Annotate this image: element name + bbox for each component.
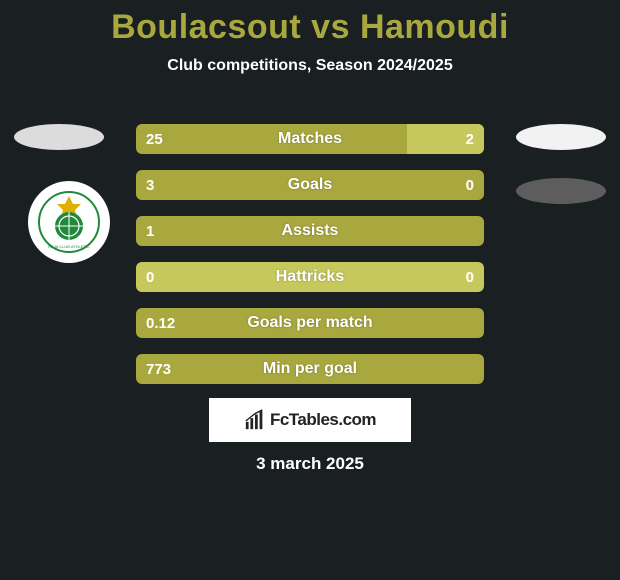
fctables-logo: FcTables.com [209, 398, 411, 442]
player1-placeholder-top [14, 124, 104, 150]
stat-bar-value-right: 2 [466, 124, 474, 154]
logo-text: FcTables.com [270, 410, 376, 430]
player2-placeholder-bottom [516, 178, 606, 204]
stat-bar-value-left: 0.12 [146, 308, 175, 338]
stat-bar: Goals3 0 [136, 170, 484, 200]
stat-bar-label: Assists [136, 216, 484, 246]
stat-bar-label: Min per goal [136, 354, 484, 384]
stat-bar: Hattricks0 0 [136, 262, 484, 292]
stat-bar-value-left: 773 [146, 354, 171, 384]
svg-text:RAJA CLUB ATHLETIC: RAJA CLUB ATHLETIC [48, 244, 90, 249]
stat-bar: Min per goal773 [136, 354, 484, 384]
stat-bar-value-left: 0 [146, 262, 154, 292]
stat-bar-value-right: 0 [466, 170, 474, 200]
stat-bar-value-right: 0 [466, 262, 474, 292]
stat-bar-label: Goals [136, 170, 484, 200]
club-badge-icon: RAJA CLUB ATHLETIC [28, 181, 110, 263]
subtitle: Club competitions, Season 2024/2025 [0, 57, 620, 75]
date-label: 3 march 2025 [0, 454, 620, 474]
player2-placeholder-top [516, 124, 606, 150]
stat-bar-label: Goals per match [136, 308, 484, 338]
stat-bars: Matches252Goals30Assists1Hattricks00Goal… [136, 124, 484, 400]
stat-bar: Goals per match0.12 [136, 308, 484, 338]
stat-bar-label: Matches [136, 124, 484, 154]
stat-bar-value-left: 25 [146, 124, 163, 154]
stat-bar-value-left: 1 [146, 216, 154, 246]
stat-bar-label: Hattricks [136, 262, 484, 292]
page-title: Boulacsout vs Hamoudi [0, 0, 620, 47]
stat-bar-value-left: 3 [146, 170, 154, 200]
stat-bar: Matches25 2 [136, 124, 484, 154]
stat-bar: Assists1 [136, 216, 484, 246]
chart-icon [244, 409, 266, 431]
